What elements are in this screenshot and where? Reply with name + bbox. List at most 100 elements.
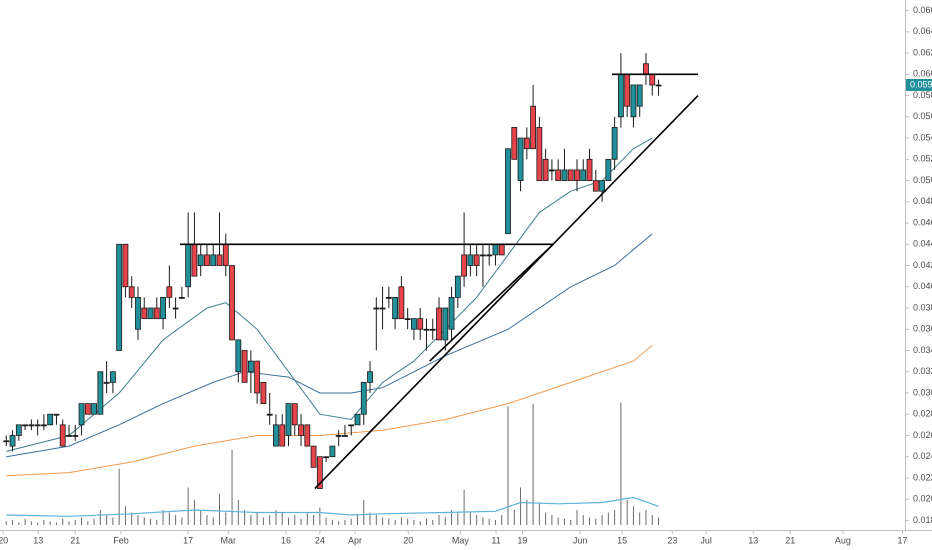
candle-body — [47, 413, 54, 426]
candle-body — [461, 254, 468, 277]
candle-body — [116, 243, 123, 351]
volume-bar — [55, 522, 57, 525]
volume-bar — [356, 515, 358, 525]
volume-bar — [193, 500, 195, 525]
candle-body — [216, 254, 223, 266]
y-tick-label: 0.030 — [913, 387, 932, 397]
volume-bar — [24, 518, 26, 525]
last-price-box — [906, 78, 932, 91]
volume-bar — [300, 518, 302, 525]
volume-bar — [62, 518, 64, 525]
x-tick-label: Mar — [221, 535, 237, 545]
volume-bar — [206, 515, 208, 525]
candle-body — [643, 63, 649, 75]
volume-bar — [219, 493, 221, 525]
candle-body — [385, 296, 392, 299]
candle-body — [254, 360, 261, 394]
volume-bar — [168, 512, 170, 525]
candle-body — [373, 307, 380, 310]
candle-body — [97, 371, 104, 415]
y-tick-label: 0.034 — [913, 345, 932, 355]
candle-body — [66, 435, 72, 437]
x-tick-label: 16 — [281, 535, 291, 545]
y-tick-label: 0.024 — [913, 451, 932, 461]
volume-bar — [87, 521, 89, 525]
volume-bar — [287, 517, 289, 525]
volume-bar — [275, 510, 277, 525]
candle-body — [492, 243, 499, 256]
volume-bar — [156, 520, 158, 525]
candle-body — [548, 169, 555, 172]
candle-body — [561, 169, 568, 181]
volume-bar — [187, 487, 189, 525]
volume-bar — [143, 517, 145, 525]
candle-body — [480, 254, 486, 257]
volume-bar — [18, 522, 20, 525]
volume-bar — [400, 517, 402, 525]
volume-bar — [294, 515, 296, 525]
volume-bar — [363, 500, 365, 525]
candle-body — [567, 169, 574, 181]
x-tick-label: 11 — [491, 535, 500, 545]
candle-body — [398, 286, 405, 320]
last-price-label: 0.059 — [910, 79, 932, 89]
volume-bar — [81, 517, 83, 525]
candle-body — [649, 73, 656, 86]
volume-bar — [256, 512, 258, 525]
trend-line — [314, 95, 699, 490]
volume-bar — [651, 515, 653, 525]
candle-body — [266, 413, 273, 416]
candle-body — [128, 286, 135, 298]
x-tick-label: Feb — [113, 535, 129, 545]
y-tick-label: 0.042 — [913, 260, 932, 270]
candle-body — [611, 127, 618, 160]
volume-bar — [74, 520, 76, 525]
x-tick-label: Apr — [348, 535, 362, 545]
volume-bar — [501, 515, 503, 525]
volume-bar — [482, 517, 484, 525]
candle-body — [555, 169, 562, 181]
candle-body — [22, 424, 28, 427]
candle-body — [222, 243, 229, 266]
volume-bar — [162, 510, 164, 525]
y-tick-label: 0.052 — [913, 154, 932, 164]
volume-bar — [331, 520, 333, 525]
y-tick-label: 0.038 — [913, 302, 932, 312]
volume-bar — [394, 520, 396, 525]
volume-bar — [425, 518, 427, 525]
volume-bar — [43, 520, 45, 525]
volume-bar — [30, 521, 32, 525]
candle-body — [172, 307, 179, 310]
volume-bar — [626, 500, 628, 525]
volume-bar — [538, 502, 540, 525]
candle-body — [498, 243, 505, 256]
y-tick-label: 0.032 — [913, 366, 932, 376]
volume-bar — [244, 510, 246, 525]
y-tick-label: 0.058 — [913, 90, 932, 100]
y-tick-label: 0.036 — [913, 324, 932, 334]
candle-body — [630, 84, 637, 118]
volume-bar — [532, 403, 534, 525]
volume-bar — [463, 490, 465, 525]
volume-bar — [595, 518, 597, 525]
volume-bar — [457, 512, 459, 525]
candle-body — [367, 371, 373, 383]
candle-body — [454, 275, 461, 298]
candle-body — [411, 318, 417, 330]
volume-bar — [369, 512, 371, 525]
candle-body — [436, 307, 442, 341]
y-tick-label: 0.050 — [913, 175, 932, 185]
volume-bar — [551, 515, 553, 525]
volume-bar — [375, 515, 377, 525]
candle-body — [586, 158, 593, 181]
y-tick-label: 0.026 — [913, 430, 932, 440]
volume-bar — [513, 510, 515, 525]
candle-body — [335, 435, 342, 437]
candle-body — [517, 137, 524, 181]
y-tick-label: 0.018 — [913, 515, 932, 525]
candle-body — [197, 254, 204, 266]
candle-body — [599, 180, 605, 192]
candle-body — [291, 403, 298, 426]
